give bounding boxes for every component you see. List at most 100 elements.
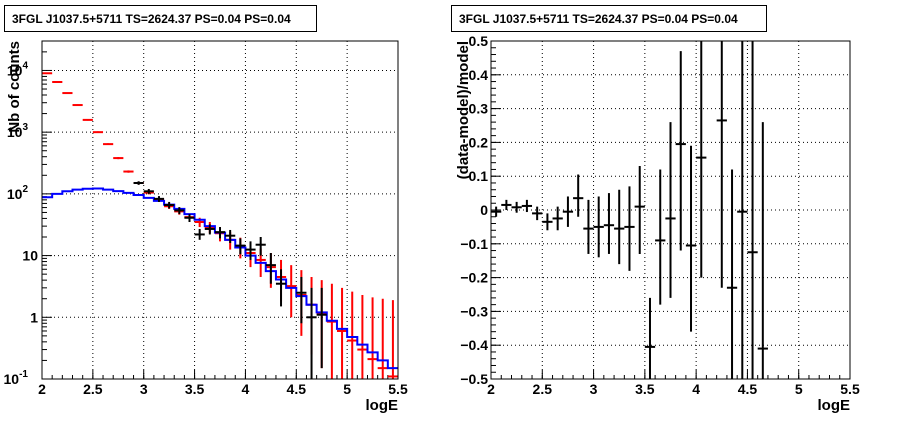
data-point xyxy=(655,169,666,305)
y-axis-title: Nb of counts xyxy=(6,41,23,133)
data-point xyxy=(665,122,676,298)
data-point xyxy=(123,170,134,173)
x-tick-label: 5 xyxy=(343,381,351,397)
data-point xyxy=(214,227,226,239)
data-point xyxy=(225,229,236,243)
x-axis-title: logE xyxy=(366,397,399,414)
series-0 xyxy=(491,41,768,379)
plot-area xyxy=(491,41,768,379)
y-tick-label: −0.1 xyxy=(460,236,488,252)
plot-frame xyxy=(490,40,851,380)
x-tick-label: 5 xyxy=(795,381,803,397)
y-tick-label: 10-1 xyxy=(4,369,29,387)
right-panel-title: 3FGL J1037.5+5711 TS=2624.37 PS=0.04 PS=… xyxy=(451,5,767,32)
left-panel-title: 3FGL J1037.5+5711 TS=2624.37 PS=0.04 PS=… xyxy=(4,5,317,32)
data-point xyxy=(184,214,195,223)
y-tick-label: 0.5 xyxy=(469,33,489,49)
x-tick-label: 3.5 xyxy=(635,381,655,397)
data-point xyxy=(316,287,327,369)
x-tick-label: 2.5 xyxy=(83,381,103,397)
data-point xyxy=(696,41,707,278)
y-tick-label: 0.1 xyxy=(469,168,489,184)
data-point xyxy=(174,207,185,215)
data-point xyxy=(103,143,114,146)
y-tick-label: −0.3 xyxy=(460,303,488,319)
data-point xyxy=(573,174,584,217)
data-point xyxy=(62,92,73,95)
y-tick-label: −0.5 xyxy=(460,371,488,387)
x-tick-label: 5.5 xyxy=(388,381,408,397)
data-point xyxy=(286,265,297,318)
data-point xyxy=(603,193,615,254)
data-point xyxy=(614,189,625,265)
plot-frame xyxy=(41,40,399,380)
data-point xyxy=(521,199,533,213)
x-tick-label: 4 xyxy=(692,381,700,397)
data-point xyxy=(562,196,574,227)
data-point xyxy=(726,169,738,379)
y-axis-title: (data-model)/model xyxy=(455,41,472,179)
x-tick-label: 2.5 xyxy=(533,381,553,397)
data-point xyxy=(491,206,502,217)
data-point xyxy=(82,118,93,121)
data-point xyxy=(377,298,388,379)
data-point xyxy=(143,188,154,194)
x-tick-label: 3 xyxy=(140,381,148,397)
data-point xyxy=(583,199,594,254)
plot-area xyxy=(42,72,398,379)
data-point xyxy=(204,224,215,235)
data-point xyxy=(501,199,512,210)
y-tick-label: −0.2 xyxy=(460,270,488,286)
y-tick-label: 10 xyxy=(22,248,38,264)
data-point xyxy=(275,269,287,307)
x-tick-label: 4.5 xyxy=(738,381,758,397)
y-tick-label: 0.2 xyxy=(469,134,489,150)
series-1 xyxy=(42,187,398,370)
y-tick-label: 0 xyxy=(480,202,488,218)
data-point xyxy=(357,294,368,379)
x-tick-label: 2 xyxy=(38,381,46,397)
data-point xyxy=(42,72,53,75)
data-point xyxy=(716,41,727,288)
series-2 xyxy=(133,181,327,379)
data-point xyxy=(634,166,645,254)
y-tick-label: 1 xyxy=(30,309,38,325)
data-point xyxy=(255,237,266,256)
data-point xyxy=(245,241,256,260)
y-tick-label: 102 xyxy=(7,184,29,202)
data-point xyxy=(542,213,553,231)
data-point xyxy=(532,206,543,221)
data-point xyxy=(624,186,635,271)
data-point xyxy=(367,297,378,379)
x-tick-label: 4 xyxy=(242,381,250,397)
data-point xyxy=(306,287,317,379)
data-point xyxy=(92,131,104,134)
data-point xyxy=(336,287,348,379)
x-tick-label: 5.5 xyxy=(840,381,860,397)
data-point xyxy=(194,228,205,240)
y-tick-label: 0.4 xyxy=(469,67,489,83)
x-axis-title: logE xyxy=(818,397,851,414)
data-point xyxy=(593,196,604,258)
data-point xyxy=(153,196,165,202)
y-tick-label: 104 xyxy=(7,60,29,78)
data-point xyxy=(757,122,768,379)
data-point xyxy=(747,41,758,379)
x-tick-label: 4.5 xyxy=(287,381,307,397)
data-point xyxy=(644,297,656,379)
data-point xyxy=(511,201,522,213)
data-point xyxy=(326,283,337,379)
model-step-line xyxy=(42,187,398,370)
x-tick-label: 3 xyxy=(590,381,598,397)
data-point xyxy=(675,51,686,251)
data-point xyxy=(296,276,307,324)
data-point xyxy=(737,41,748,379)
y-tick-label: 0.3 xyxy=(469,101,489,117)
series-0 xyxy=(42,72,398,379)
y-tick-label: 103 xyxy=(7,122,29,140)
panel-counts: 2 2.5 3 3.5 4 4.5 5 5.5 10-1 1 10 102 103 104 logE Nb o… xyxy=(4,40,408,414)
data-point xyxy=(164,201,175,209)
data-point xyxy=(387,300,398,379)
data-point xyxy=(113,157,124,160)
